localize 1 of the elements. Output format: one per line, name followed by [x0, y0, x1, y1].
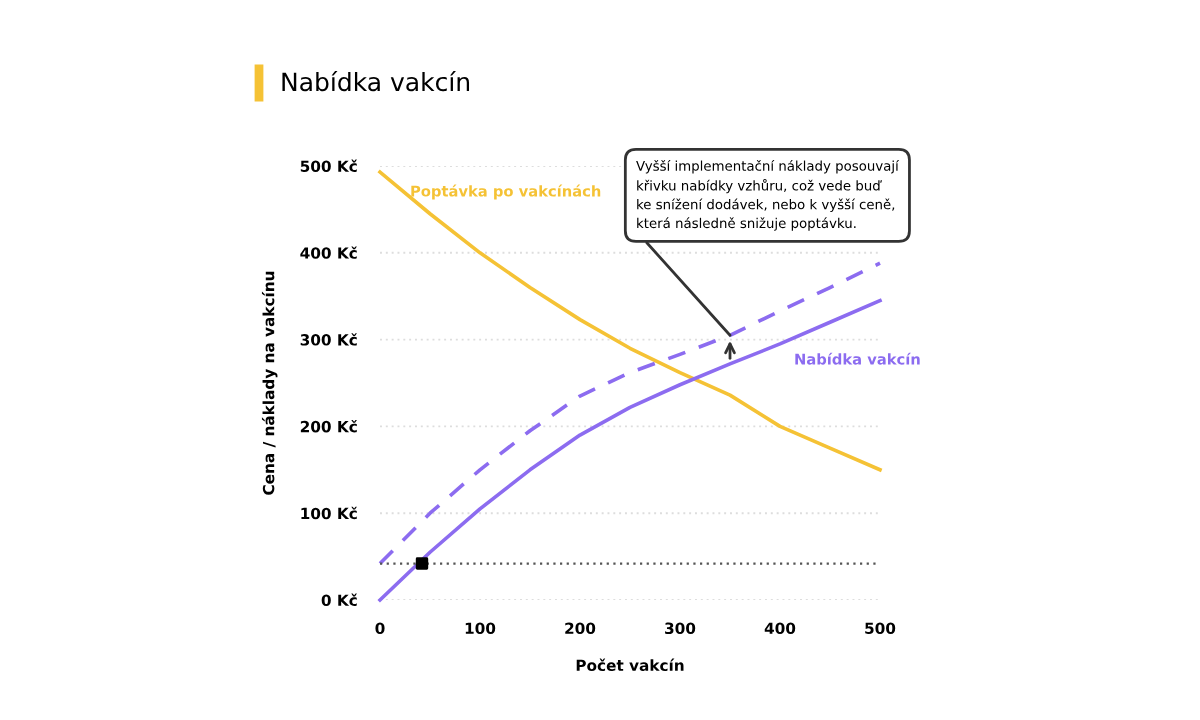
chart-title: Nabídka vakcín	[282, 70, 470, 92]
